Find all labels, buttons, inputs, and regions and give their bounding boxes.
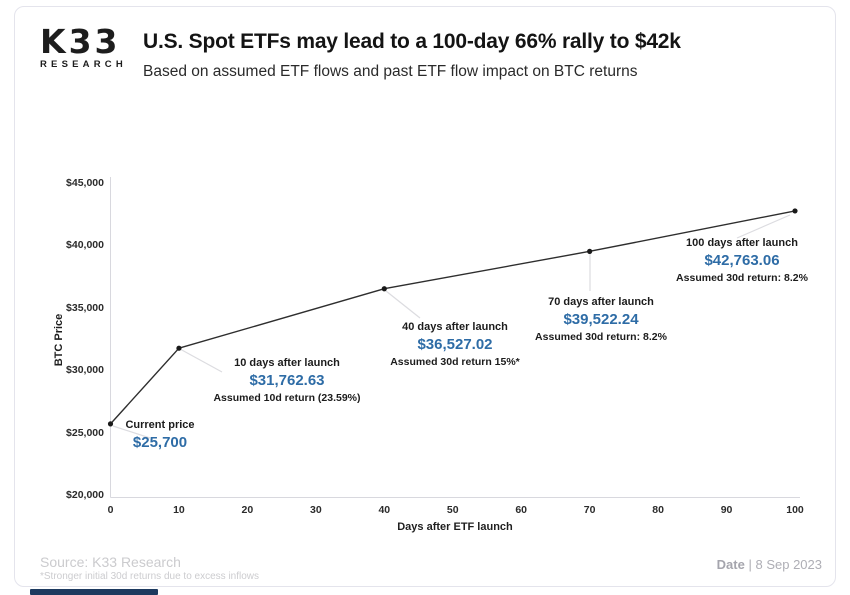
footnote-text: *Stronger initial 30d returns due to exc… (40, 571, 260, 582)
x-tick-label: 70 (583, 504, 596, 516)
date-line: Date | 8 Sep 2023 (717, 557, 822, 572)
x-tick-label: 100 (786, 504, 804, 516)
annotation-day-40: 40 days after launch $36,527.02 Assumed … (390, 319, 520, 370)
annotation-value: $39,522.24 (563, 311, 639, 328)
annotation-label: 70 days after launch (548, 296, 654, 308)
y-tick-label: $40,000 (66, 239, 104, 252)
y-tick-label: $30,000 (66, 364, 104, 377)
date-value: 8 Sep 2023 (755, 557, 822, 572)
y-tick-label: $45,000 (66, 177, 104, 189)
x-tick-label: 90 (720, 504, 733, 516)
annotation-day-100: 100 days after launch $42,763.06 Assumed… (676, 235, 808, 286)
x-tick-label: 10 (173, 504, 185, 516)
annotation-label: 100 days after launch (686, 237, 798, 249)
logo-wordmark: K33 (40, 22, 121, 61)
x-tick-label: 30 (310, 504, 322, 516)
annotation-label: Current price (125, 419, 195, 431)
annotation-value: $25,700 (132, 434, 188, 451)
k33-research-logo: K33 RESEARCH (40, 22, 127, 70)
logo-subtext: RESEARCH (40, 59, 127, 70)
x-tick-label: 20 (241, 504, 254, 516)
brand-accent-bar (30, 589, 158, 595)
annotation-value: $42,763.06 (704, 252, 780, 269)
y-tick-label: $20,000 (66, 489, 104, 501)
annotation-label: 40 days after launch (402, 321, 508, 333)
annotation-value: $36,527.02 (417, 336, 493, 353)
annotation-label: 10 days after launch (234, 357, 340, 369)
page-title: U.S. Spot ETFs may lead to a 100-day 66%… (143, 30, 681, 53)
annotation-value: $31,762.63 (249, 372, 325, 389)
x-tick-label: 50 (446, 504, 459, 516)
y-axis-title: BTC Price (53, 313, 65, 367)
page-subtitle: Based on assumed ETF flows and past ETF … (143, 63, 638, 80)
annotation-current-price: Current price $25,700 (125, 417, 194, 452)
x-tick-label: 80 (652, 504, 664, 516)
source-text: Source: K33 Research (40, 554, 181, 570)
annotation-day-70: 70 days after launch $39,522.24 Assumed … (535, 294, 667, 345)
annotation-note: Assumed 10d return (23.59%) (213, 392, 361, 404)
x-axis-title: Days after ETF launch (397, 521, 513, 533)
x-tick-label: 60 (515, 504, 528, 516)
x-tick-label: 0 (107, 504, 114, 516)
chart-card (14, 6, 836, 587)
x-tick-label: 40 (378, 504, 391, 516)
annotation-note: Assumed 30d return: 8.2% (535, 331, 667, 343)
annotation-note: Assumed 30d return: 8.2% (676, 272, 808, 284)
date-separator: | (748, 557, 752, 572)
annotation-day-10: 10 days after launch $31,762.63 Assumed … (213, 355, 360, 406)
annotation-note: Assumed 30d return 15%* (390, 356, 520, 368)
date-label: Date (716, 557, 745, 572)
y-tick-label: $35,000 (66, 301, 104, 314)
y-tick-label: $25,000 (66, 426, 104, 439)
